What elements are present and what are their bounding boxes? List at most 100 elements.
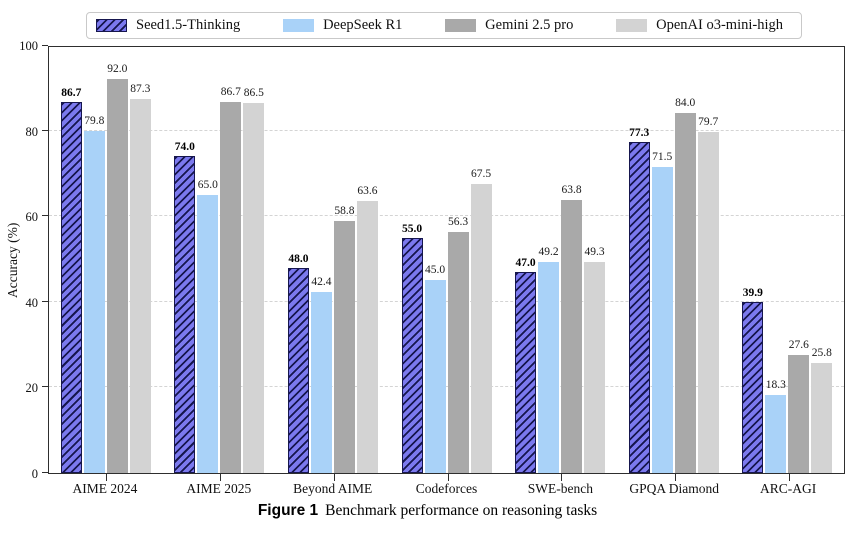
bar-value-label: 92.0 [107,63,128,76]
bar-openai-o3-mini-high-beyond-aime: 63.6 [356,185,378,473]
bar-seed1-5-thinking-aime-2024: 86.7 [60,87,82,473]
bar-deepseek-r1-beyond-aime: 42.4 [310,276,332,473]
bar-seed1-5-thinking-codeforces: 55.0 [401,223,423,473]
bar-deepseek-r1-swe-bench: 49.2 [538,246,560,473]
bar-value-label: 58.8 [334,205,355,218]
x-tick-arc-agi [789,474,791,481]
bar-openai-o3-mini-high-codeforces: 67.5 [470,168,492,473]
bar-value-label: 45.0 [424,264,446,277]
bar-seed1-5-thinking-beyond-aime: 48.0 [287,253,309,473]
bar-gemini-2-5-pro-swe-bench: 63.8 [561,184,583,473]
gridline-60 [49,215,844,217]
y-tick-label-20: 20 [25,381,39,396]
y-tick-label-0: 0 [31,467,38,481]
x-tick-label-codeforces: Codeforces [415,481,478,496]
bar-value-label: 84.0 [675,97,696,110]
x-tick-label-aime-2025: AIME 2025 [186,481,252,496]
bar-value-label: 79.8 [84,115,105,128]
bar-openai-o3-mini-high-gpqa-diamond: 79.7 [697,116,719,473]
bar-openai-o3-mini-high-aime-2025: 86.5 [243,87,265,473]
bar-gemini-2-5-pro-gpqa-diamond: 84.0 [674,97,696,473]
bar-value-label: 65.0 [197,178,218,191]
legend-item-seed1-5-thinking: Seed1.5-Thinking [96,17,240,34]
x-tick-swe-bench [561,474,563,481]
bar-value-label: 47.0 [515,256,536,269]
legend-label: OpenAI o3-mini-high [656,17,783,33]
gridline-80 [49,129,844,131]
bar-value-label: 77.3 [629,127,650,140]
x-tick-label-gpqa-diamond: GPQA Diamond [629,481,720,496]
x-tick-label-beyond-aime: Beyond AIME [293,481,373,496]
bar-value-label: 79.7 [698,115,719,128]
bar-value-label: 67.5 [470,168,492,181]
y-tick-60 [42,215,48,217]
bar-seed1-5-thinking-swe-bench: 47.0 [515,257,537,473]
figure-caption-text: Benchmark performance on reasoning tasks [325,502,598,519]
bar-openai-o3-mini-high-swe-bench: 49.3 [584,246,606,473]
bar-value-label: 55.0 [401,222,423,235]
bar-value-label: 27.6 [788,338,809,351]
y-tick-100 [42,45,48,46]
bar-value-label: 39.9 [742,287,763,300]
bar-group-beyond-aime: 48.0 42.4 58.8 63.6 [276,47,390,473]
legend-item-deepseek-r1: DeepSeek R1 [283,17,402,34]
bar-group-arc-agi: 39.9 18.3 27.6 25.8 [730,47,844,473]
bar-deepseek-r1-aime-2024: 79.8 [83,115,105,473]
x-tick-label-swe-bench: SWE-bench [527,481,593,496]
bar-openai-o3-mini-high-arc-agi: 25.8 [811,347,833,473]
bar-group-gpqa-diamond: 77.3 71.5 84.0 79.7 [617,47,731,473]
x-tick-label-arc-agi: ARC-AGI [759,481,817,496]
bar-deepseek-r1-gpqa-diamond: 71.5 [651,151,673,473]
bar-value-label: 63.6 [357,184,378,197]
bar-value-label: 48.0 [288,252,309,265]
gridline-40 [49,300,844,302]
y-tick-0 [42,472,48,473]
bar-value-label: 86.7 [61,86,82,99]
y-tick-label-60: 60 [25,210,39,225]
legend-label: Seed1.5-Thinking [136,17,241,33]
legend-item-openai-o3-mini-high: OpenAI o3-mini-high [616,17,783,34]
bar-value-label: 49.2 [538,246,559,259]
bar-value-label: 18.3 [765,378,786,391]
y-tick-label-80: 80 [25,124,39,139]
legend: Seed1.5-Thinking DeepSeek R1 Gemini 2.5 pr… [86,12,802,39]
bar-gemini-2-5-pro-aime-2024: 92.0 [106,63,128,473]
bar-value-label: 86.7 [220,85,241,98]
bar-group-aime-2024: 86.7 79.8 92.0 87.3 [49,47,163,473]
bar-value-label: 42.4 [311,275,332,288]
bar-value-label: 49.3 [584,246,605,258]
x-axis: AIME 2024 AIME 2025 Beyond AIME Codeforces S… [48,481,845,497]
bar-value-label: 74.0 [174,141,195,154]
x-tick-gpqa-diamond [675,474,677,481]
bar-deepseek-r1-aime-2025: 65.0 [197,179,219,473]
bar-gemini-2-5-pro-aime-2025: 86.7 [220,86,242,473]
bar-value-label: 71.5 [652,150,673,163]
legend-swatch-openai-o3-mini-high [616,19,648,32]
x-tick-codeforces [447,474,449,481]
x-tick-aime-2024 [105,474,107,481]
bar-gemini-2-5-pro-beyond-aime: 58.8 [333,205,355,473]
figure-number: Figure 1 [257,502,319,519]
bar-gemini-2-5-pro-arc-agi: 27.6 [788,339,810,473]
bar-gemini-2-5-pro-codeforces: 56.3 [447,216,469,473]
legend-item-gemini-2-5-pro: Gemini 2.5 pro [445,17,573,34]
bar-value-label: 25.8 [811,346,832,359]
plot-area: 86.7 79.8 92.0 87.3 74.0 65.0 86.7 86.5 48.0 42.4… [42,45,845,481]
bar-value-label: 63.8 [561,183,582,196]
y-tick-40 [42,300,48,302]
bar-group-swe-bench: 47.0 49.2 63.8 49.3 [503,47,617,473]
bar-openai-o3-mini-high-aime-2024: 87.3 [129,83,151,473]
figure-caption: Figure 1 Benchmark performance on reasoni… [0,502,855,520]
legend-label: Gemini 2.5 pro [485,17,574,33]
legend-swatch-gemini-2-5-pro [445,19,477,32]
y-axis: 0 20 40 60 80 100 [0,39,40,481]
y-tick-20 [42,386,48,388]
bar-deepseek-r1-codeforces: 45.0 [424,264,446,473]
bar-groups: 86.7 79.8 92.0 87.3 74.0 65.0 86.7 86.5 48.0 42.4… [49,47,844,473]
x-tick-beyond-aime [333,474,335,481]
bar-value-label: 87.3 [130,83,151,96]
bar-group-codeforces: 55.0 45.0 56.3 67.5 [390,47,504,473]
bar-value-label: 56.3 [447,216,469,229]
legend-swatch-deepseek-r1 [283,19,315,32]
